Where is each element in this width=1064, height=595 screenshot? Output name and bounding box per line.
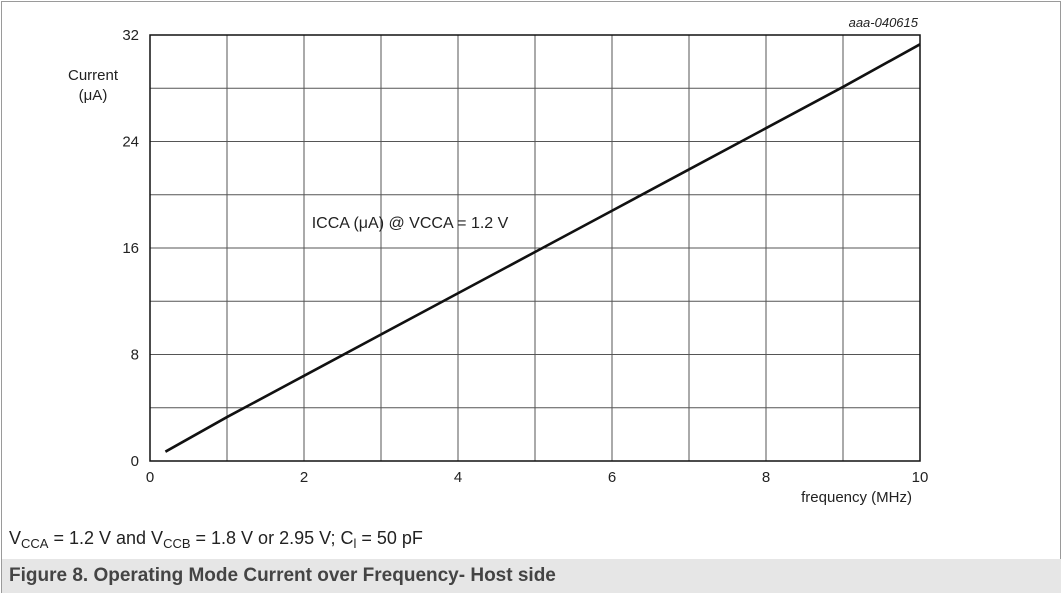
cl-subscript: l: [353, 536, 357, 551]
cl-symbol: C: [340, 528, 354, 548]
y-tick-label: 32: [122, 27, 139, 44]
vccb-symbol: V: [151, 528, 164, 548]
figure-id: aaa-040615: [849, 15, 919, 30]
vccb-value: = 1.8 V or 2.95 V;: [190, 528, 341, 548]
y-axis-unit: (μA): [79, 87, 108, 104]
vccb-subscript: CCB: [163, 536, 191, 551]
series-line: [164, 43, 921, 453]
y-tick-label: 8: [131, 347, 139, 364]
grid: [150, 35, 920, 461]
figure-caption: Figure 8. Operating Mode Current over Fr…: [9, 565, 556, 586]
x-tick-label: 0: [146, 469, 154, 486]
plot-border: [149, 34, 921, 462]
series-group: [164, 43, 921, 453]
y-tick-label: 16: [122, 240, 139, 257]
y-axis-label: Current: [68, 67, 119, 84]
y-tick-label: 0: [131, 453, 139, 470]
vcca-subscript: CCA: [21, 536, 49, 551]
x-tick-label: 6: [608, 469, 616, 486]
test-conditions: VCCA = 1.2 V and VCCB = 1.8 V or 2.95 V;…: [9, 528, 423, 551]
y-tick-label: 24: [122, 134, 139, 151]
cl-value: = 50 pF: [356, 528, 423, 548]
x-tick-label: 4: [454, 469, 462, 486]
series-annotation: ICCA (μA) @ VCCA = 1.2 V: [312, 215, 509, 232]
x-tick-label: 10: [912, 469, 929, 486]
vcca-symbol: V: [9, 528, 22, 548]
caption-bar: [2, 559, 1061, 593]
x-tick-label: 2: [300, 469, 308, 486]
vcca-value: = 1.2 V and: [48, 528, 152, 548]
x-axis-label: frequency (MHz): [801, 489, 912, 506]
x-tick-label: 8: [762, 469, 770, 486]
